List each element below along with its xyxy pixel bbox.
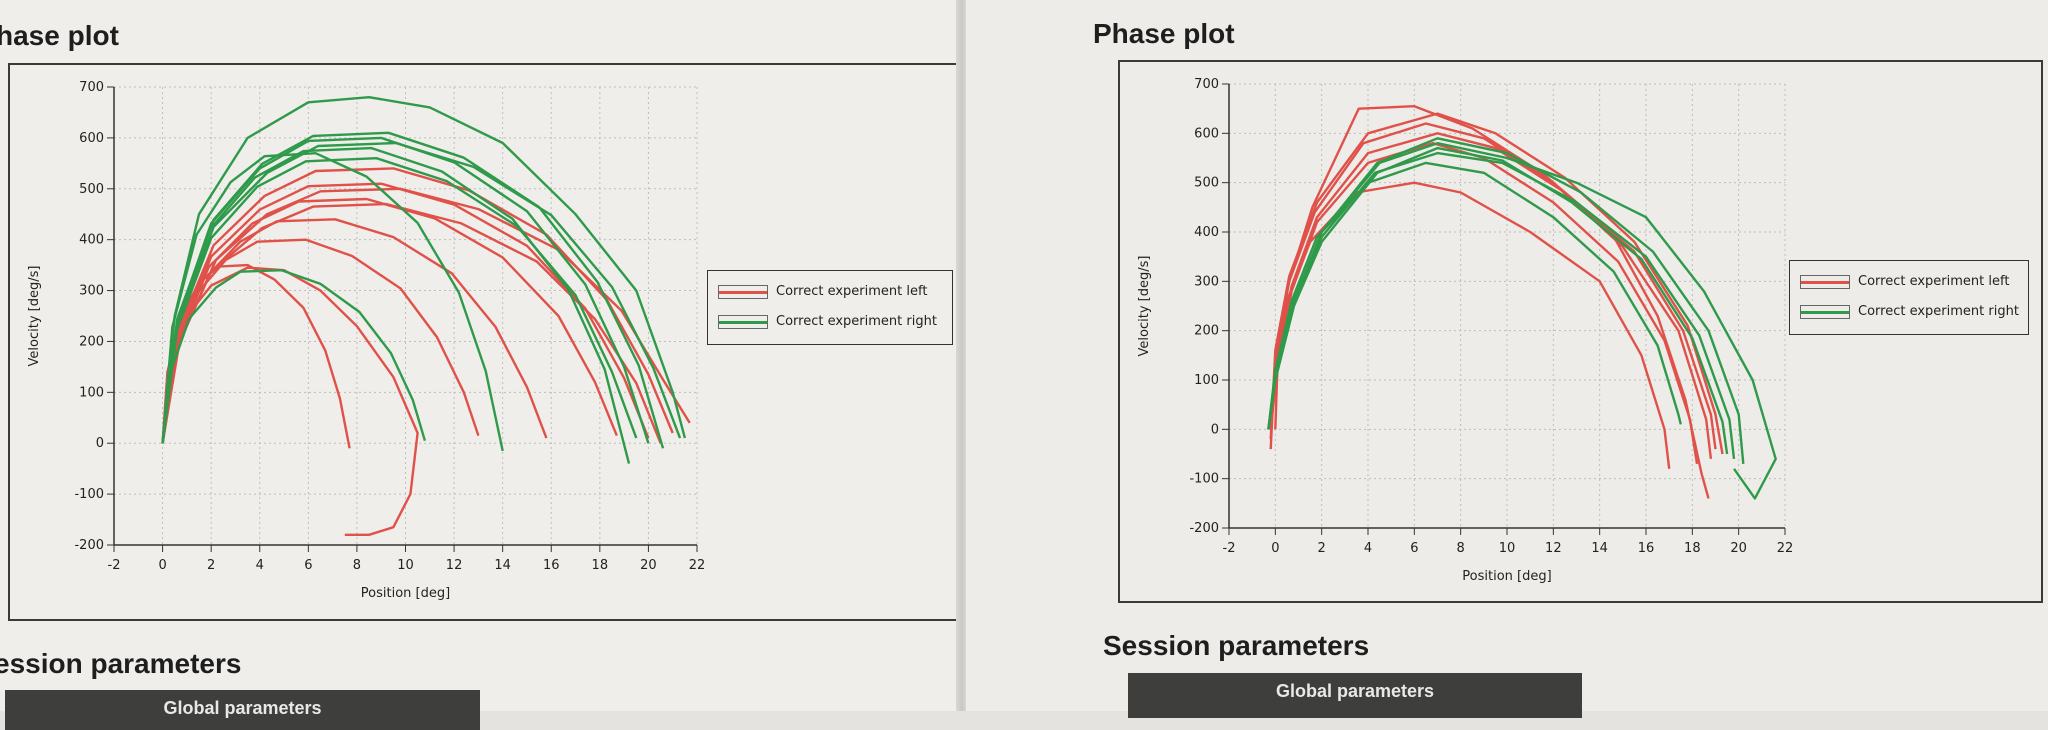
legend-item-left: Correct experiment left [718, 284, 927, 299]
trajectory-right [161, 156, 638, 444]
legend-label: Correct experiment left [776, 284, 928, 299]
legend-label: Correct experiment right [1858, 304, 2019, 319]
x-tick-label: 4 [1364, 541, 1372, 556]
right-report-page: Phase plot -2 0 2 4 6 8 10 12 14 16 18 20 22 -200 -100… [966, 0, 2048, 718]
y-tick-label: 300 [79, 284, 104, 299]
trajectory-left [161, 266, 419, 536]
x-tick-label: -2 [108, 558, 121, 573]
left-report-page: hase plot -2 0 2 4 6 8 10 12 14 16 18 20 22 -200 -100 0… [0, 0, 960, 730]
x-tick-label: -2 [1223, 541, 1236, 556]
trajectory-right [161, 96, 687, 444]
phase-plot-svg: -2 0 2 4 6 8 10 12 14 16 18 20 22 -200 -100 0 100 200 300 4… [27, 80, 706, 601]
trajectory-left [1269, 141, 1699, 465]
y-tick-label: -200 [74, 538, 104, 553]
legend-item-right: Correct experiment right [718, 314, 937, 329]
trajectory-right [161, 268, 427, 444]
phase-plot-svg: -2 0 2 4 6 8 10 12 14 16 18 20 22 -200 -100 0 100 200 300 4… [1137, 77, 1794, 584]
x-tick-label: 20 [640, 558, 657, 573]
global-parameters-header: Global parameters [5, 690, 480, 730]
x-tick-label: 10 [397, 558, 414, 573]
x-axis-label: Position [deg] [361, 586, 450, 601]
trajectory-right [1267, 161, 1682, 430]
trajectory-right [161, 131, 665, 449]
y-tick-label: 600 [79, 131, 104, 146]
legend-swatch-red [718, 284, 768, 299]
legend-swatch-green [1800, 304, 1850, 319]
global-parameters-header: Global parameters [1128, 673, 1582, 718]
x-tick-label: 18 [1684, 541, 1701, 556]
y-axis-label: Velocity [deg/s] [27, 266, 42, 367]
y-tick-label: 700 [1194, 77, 1219, 92]
trajectory-right [1267, 146, 1729, 455]
x-tick-label: 20 [1730, 541, 1747, 556]
y-tick-label: 100 [1194, 373, 1219, 388]
y-tick-label: 500 [79, 182, 104, 197]
trajectory-left [161, 202, 662, 444]
trajectory-left [161, 218, 548, 444]
trajectory-right [161, 141, 682, 444]
legend-swatch-green [718, 314, 768, 329]
session-parameters-heading: ession parameters [0, 648, 242, 679]
y-tick-label: -100 [74, 487, 104, 502]
x-tick-label: 0 [1271, 541, 1279, 556]
x-tick-label: 16 [1638, 541, 1655, 556]
y-tick-label: 400 [79, 233, 104, 248]
trajectory-right [161, 146, 631, 464]
x-tick-label: 18 [592, 558, 609, 573]
x-tick-label: 10 [1499, 541, 1516, 556]
page-fold [956, 0, 968, 711]
x-tick-label: 6 [304, 558, 312, 573]
legend-label: Correct experiment left [1858, 274, 2010, 289]
phase-plot-chart-left: -2 0 2 4 6 8 10 12 14 16 18 20 22 -200 -100 0 100 200 300 4… [8, 63, 960, 621]
y-tick-label: 700 [79, 80, 104, 95]
x-tick-label: 8 [353, 558, 361, 573]
x-tick-label: 2 [1318, 541, 1326, 556]
x-tick-label: 6 [1410, 541, 1418, 556]
y-tick-label: 300 [1194, 274, 1219, 289]
x-tick-label: 12 [1545, 541, 1562, 556]
chart-legend: Correct experiment left Correct experime… [707, 270, 953, 345]
x-tick-label: 4 [256, 558, 264, 573]
x-tick-label: 0 [158, 558, 166, 573]
y-tick-label: 100 [79, 385, 104, 400]
legend-item-left: Correct experiment left [1800, 274, 2009, 289]
trajectory-left [1269, 181, 1671, 469]
phase-plot-heading: Phase plot [1093, 18, 1235, 49]
y-tick-label: 600 [1194, 126, 1219, 141]
y-tick-label: 0 [96, 436, 104, 451]
x-tick-label: 22 [689, 558, 706, 573]
y-tick-label: 500 [1194, 176, 1219, 191]
y-tick-label: -200 [1189, 521, 1219, 536]
x-tick-label: 14 [494, 558, 511, 573]
y-tick-label: 400 [1194, 225, 1219, 240]
y-tick-label: 200 [79, 334, 104, 349]
session-parameters-heading: Session parameters [1103, 630, 1370, 661]
x-tick-label: 12 [446, 558, 463, 573]
y-tick-label: -100 [1189, 472, 1219, 487]
y-tick-label: 200 [1194, 324, 1219, 339]
trajectory-left [161, 167, 674, 444]
trajectory-left [161, 197, 618, 444]
x-axis-label: Position [deg] [1462, 569, 1551, 584]
phase-plot-heading: hase plot [0, 20, 119, 51]
x-tick-label: 14 [1591, 541, 1608, 556]
y-axis-label: Velocity [deg/s] [1137, 256, 1152, 357]
x-tick-label: 22 [1777, 541, 1794, 556]
trajectory-right [161, 151, 504, 452]
legend-swatch-red [1800, 274, 1850, 289]
legend-label: Correct experiment right [776, 314, 937, 329]
x-tick-label: 16 [543, 558, 560, 573]
phase-plot-chart-right: -2 0 2 4 6 8 10 12 14 16 18 20 22 -200 -100 0 100 200 300 4… [1118, 60, 2043, 603]
chart-legend: Correct experiment left Correct experime… [1789, 260, 2029, 335]
y-tick-label: 0 [1211, 422, 1219, 437]
trajectory-left [161, 182, 650, 444]
legend-item-right: Correct experiment right [1800, 304, 2019, 319]
x-tick-label: 8 [1457, 541, 1465, 556]
x-tick-label: 2 [207, 558, 215, 573]
